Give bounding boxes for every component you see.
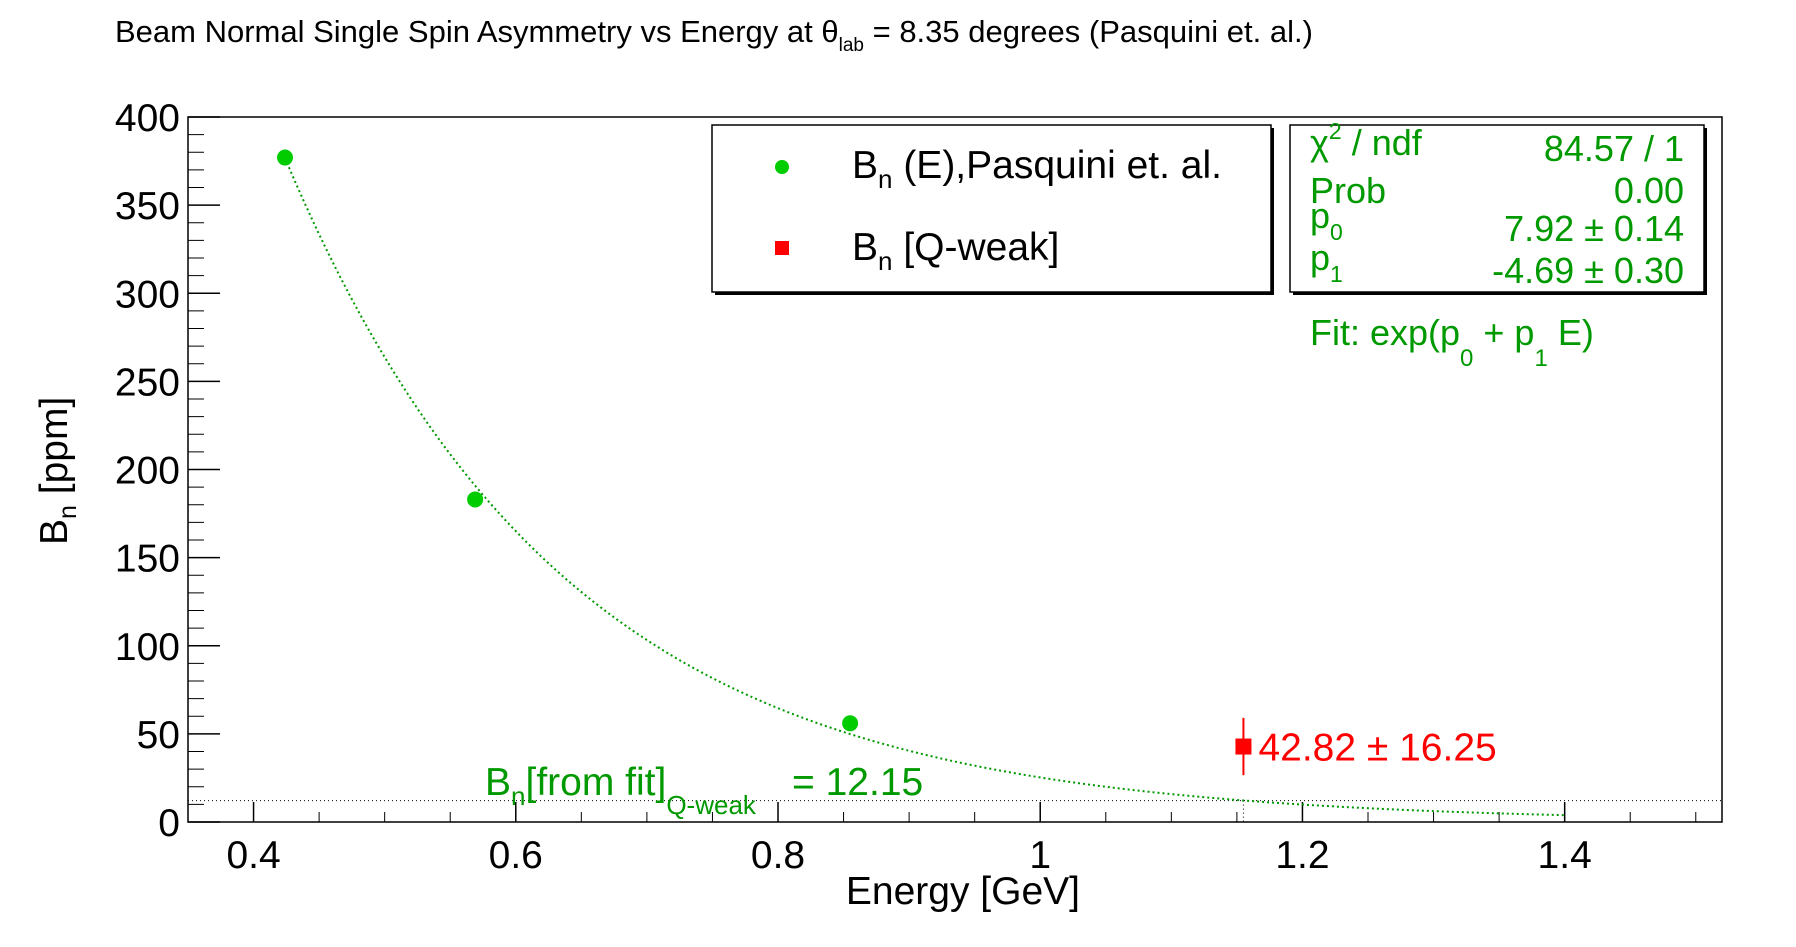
x-tick-label: 0.4 [226,834,280,877]
fit-curve [284,157,1565,817]
y-tick-label: 200 [115,450,180,493]
fit-function-label: Fit: exp(p0 + p1 E) [1310,312,1594,372]
data-point-qweak [1235,738,1252,755]
y-tick-label: 400 [115,97,180,140]
stats-box-shadow-bottom [1293,292,1707,295]
x-tick-label: 1.4 [1538,834,1592,877]
legend-box [711,124,1272,293]
chart-title: Beam Normal Single Spin Asymmetry vs Ene… [115,14,1313,56]
stats-p1-label: p1 [1310,237,1343,287]
stats-box-shadow-right [1704,128,1707,295]
y-tick-label: 300 [115,273,180,316]
y-tick-label: 150 [115,538,180,581]
legend-label-pasquini: Bn (E),Pasquini et. al. [852,144,1222,194]
stats-p0-value: 7.92 ± 0.14 [1504,208,1684,249]
x-tick-label: 0.8 [751,834,805,877]
y-axis-ticks [188,116,220,823]
legend-box-shadow-right [1271,128,1274,295]
stats-chi2-value: 84.57 / 1 [1544,128,1684,169]
data-points [277,149,1252,776]
qweak-value-label: 42.82 ± 16.25 [1258,727,1496,770]
legend-label-qweak: Bn [Q-weak] [852,226,1059,276]
x-tick-label: 0.6 [489,834,543,877]
x-axis-tick-labels: 0.4 0.6 0.8 1 1.2 1.4 [226,834,1591,877]
data-point-pasquini [277,149,294,166]
y-axis-label: Bn [ppm] [33,397,82,545]
legend-marker-pasquini [775,160,789,174]
y-tick-label: 250 [115,361,180,404]
stats-p1-value: -4.69 ± 0.30 [1492,250,1684,291]
y-tick-label: 0 [158,802,180,845]
y-tick-label: 50 [137,714,180,757]
x-tick-label: 1 [1029,834,1051,877]
x-axis-ticks [252,802,1697,822]
legend-box-shadow-bottom [715,292,1274,295]
fit-value-label: Bn[from fit]Q-weak= 12.15 [485,761,923,820]
stats-p0-label: p0 [1310,195,1343,245]
fit-stats-box: χ2 / ndf 84.57 / 1 Prob 0.00 p0 7.92 ± 0… [1289,118,1707,295]
stats-chi2-label: χ2 / ndf [1310,118,1423,163]
x-axis-label: Energy [GeV] [846,870,1080,913]
stats-prob-value: 0.00 [1614,170,1684,211]
data-point-pasquini [467,491,484,508]
data-point-pasquini [842,715,859,732]
x-tick-label: 1.2 [1275,834,1329,877]
y-tick-label: 100 [115,626,180,669]
stats-box [1289,124,1705,293]
legend: Bn (E),Pasquini et. al. Bn [Q-weak] [711,124,1274,295]
legend-marker-qweak [775,241,789,255]
y-axis-tick-labels: 0 50 100 150 200 250 300 350 400 [115,97,180,845]
y-tick-label: 350 [115,185,180,228]
stats-prob-label: Prob [1310,170,1386,211]
